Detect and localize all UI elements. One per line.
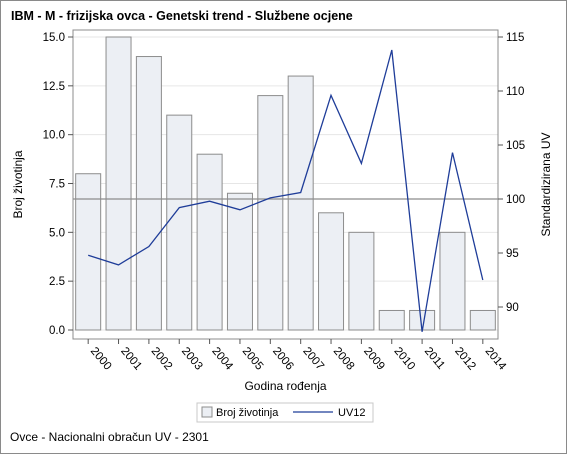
bar [75, 173, 102, 331]
bar [348, 231, 375, 331]
y2-axis-label: Standardizirana UV [539, 132, 553, 236]
x-tick-label: 2007 [300, 345, 326, 372]
bar [105, 36, 132, 331]
x-axis: 2000 2001 2002 2003 2004 2005 2006 2007 2008 2009… [87, 339, 509, 373]
x-tick-label: 2005 [240, 345, 266, 372]
line-series [88, 49, 484, 332]
uv12-line [88, 49, 484, 332]
y-tick-label: 7.5 [49, 179, 65, 191]
footnote: Ovce - Nacionalni obračun UV - 2301 [10, 430, 209, 444]
bar [166, 114, 193, 331]
bar [257, 95, 284, 331]
bar [287, 75, 314, 331]
bar [135, 56, 162, 331]
bar [378, 309, 405, 331]
y-axis-label: Broj životinja [11, 150, 25, 218]
bar [469, 309, 496, 331]
bar [439, 231, 466, 331]
x-tick-label: 2000 [88, 345, 114, 372]
x-tick-label: 2002 [149, 345, 175, 372]
x-tick-label: 2003 [179, 345, 205, 372]
x-axis-label: Godina rođenja [244, 379, 326, 393]
legend-bar-swatch [201, 406, 213, 418]
y2-tick-label: 90 [506, 302, 519, 314]
bar [226, 192, 253, 331]
x-tick-label: 2004 [209, 345, 235, 373]
y-tick-label: 12.5 [43, 81, 65, 93]
y2-tick-label: 110 [506, 86, 524, 98]
legend-box [196, 402, 374, 423]
bar [196, 153, 223, 331]
x-tick-label: 2011 [422, 345, 447, 372]
chart-title: IBM - M - frizijska ovca - Genetski tren… [11, 9, 353, 23]
y-tick-label: 5.0 [49, 227, 65, 239]
y-tick-label: 15.0 [43, 32, 65, 44]
x-tick-label: 2010 [391, 345, 417, 372]
y-tick-label: 10.0 [43, 130, 65, 142]
y-axis-right: 90 95 100 105 110 115 [498, 32, 525, 314]
legend-bar-label: Broj životinja [216, 407, 279, 419]
legend: Broj životinja UV12 [196, 402, 374, 423]
bar [318, 212, 345, 331]
x-tick-label: 2014 [483, 345, 509, 373]
x-tick-label: 2008 [331, 345, 357, 372]
x-tick-label: 2012 [452, 345, 478, 372]
y-tick-label: 2.5 [49, 276, 65, 288]
y2-tick-label: 100 [506, 194, 525, 206]
y2-tick-label: 115 [506, 32, 524, 44]
y2-tick-label: 95 [506, 248, 519, 260]
y-tick-label: 0.0 [49, 325, 65, 337]
bar-series [75, 36, 496, 331]
x-tick-label: 2001 [118, 345, 144, 372]
y-axis-left: 0.0 2.5 5.0 7.5 10.0 12.5 15.0 [43, 32, 73, 337]
legend-line-label: UV12 [338, 407, 366, 419]
y2-tick-label: 105 [506, 140, 525, 152]
plot-area [72, 29, 499, 340]
x-tick-label: 2006 [270, 345, 296, 372]
x-tick-label: 2009 [361, 345, 387, 372]
